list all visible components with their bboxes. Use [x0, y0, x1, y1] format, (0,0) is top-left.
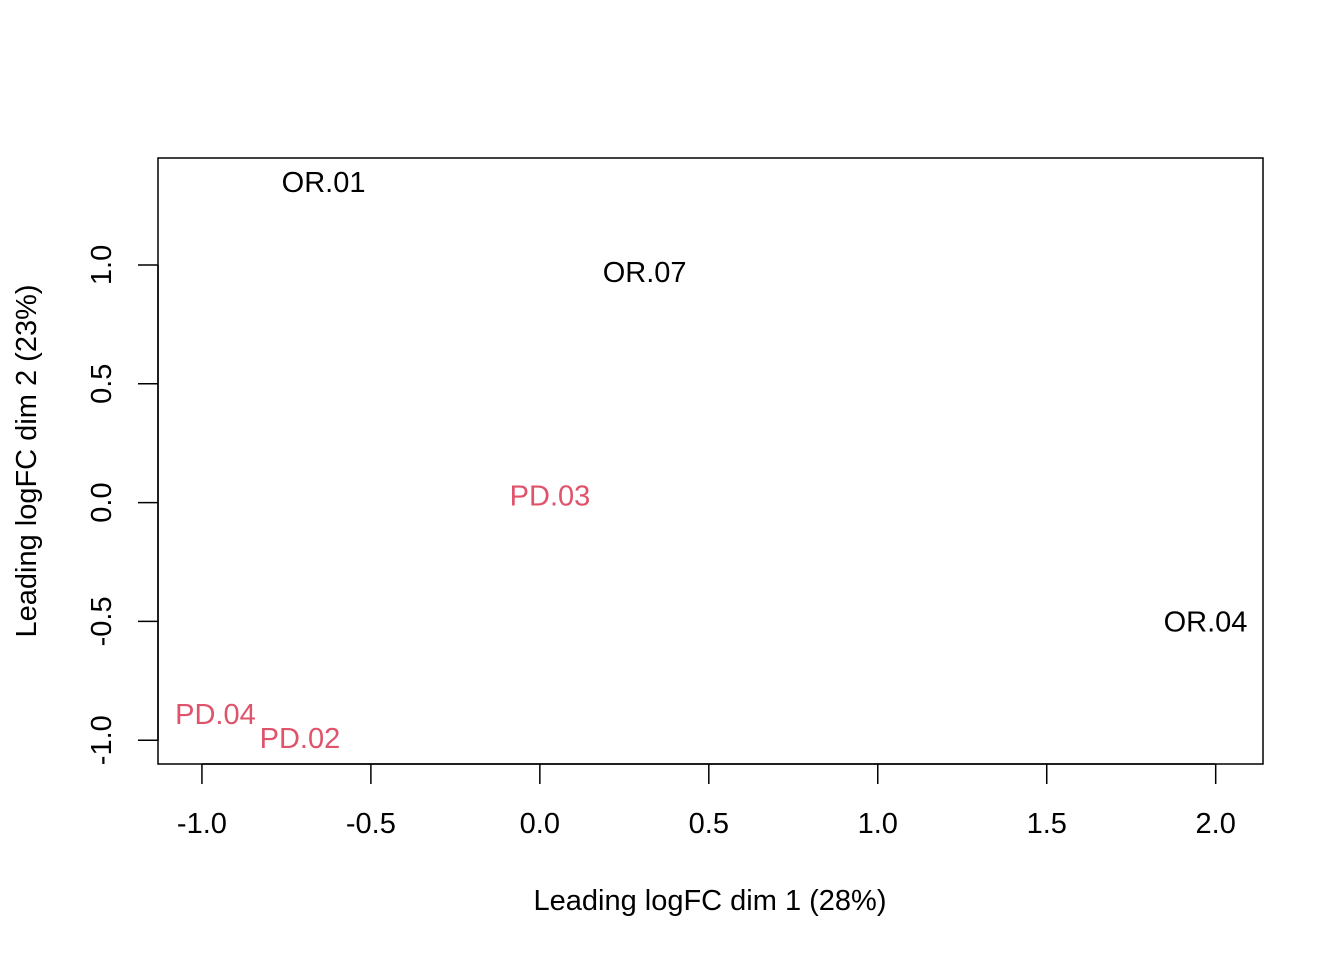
x-tick-label: 1.5 [1027, 808, 1067, 840]
x-axis-label: Leading logFC dim 1 (28%) [533, 885, 886, 917]
y-tick-label: -0.5 [86, 596, 118, 646]
x-tick-label: -1.0 [177, 808, 227, 840]
point-label-or-01: OR.01 [282, 167, 366, 199]
x-tick-label: 2.0 [1196, 808, 1236, 840]
y-axis: -1.0 -0.5 0.0 0.5 1.0 [86, 245, 159, 765]
point-label-or-07: OR.07 [603, 257, 687, 289]
y-tick-label: -1.0 [86, 715, 118, 765]
y-tick-label: 0.0 [86, 482, 118, 522]
point-label-pd-03: PD.03 [510, 480, 591, 512]
point-label-pd-04: PD.04 [175, 699, 256, 731]
point-label-or-04: OR.04 [1164, 606, 1248, 638]
x-tick-label: 0.5 [689, 808, 729, 840]
x-axis: -1.0 -0.5 0.0 0.5 1.0 1.5 2.0 [177, 763, 1236, 840]
y-tick-label: 0.5 [86, 364, 118, 404]
x-tick-label: -0.5 [346, 808, 396, 840]
y-axis-label: Leading logFC dim 2 (23%) [11, 284, 43, 637]
x-tick-label: 1.0 [858, 808, 898, 840]
x-tick-label: 0.0 [520, 808, 560, 840]
y-tick-label: 1.0 [86, 245, 118, 285]
point-label-pd-02: PD.02 [260, 723, 341, 755]
